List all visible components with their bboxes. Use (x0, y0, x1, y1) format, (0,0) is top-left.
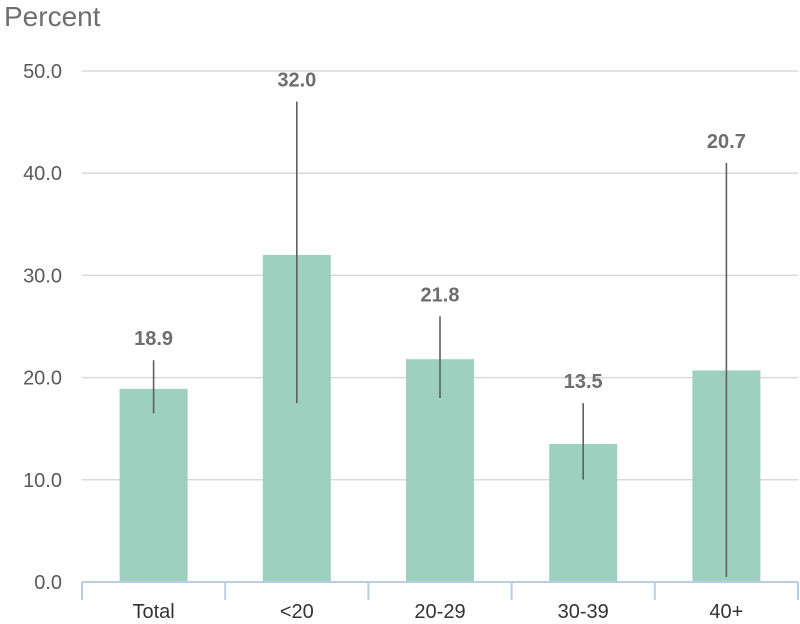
x-tick-label: 20-29 (414, 601, 465, 623)
gridlines (82, 70, 798, 481)
y-tick-label: 50.0 (23, 61, 62, 83)
y-tick-label: 0.0 (34, 572, 62, 594)
error-bars (152, 101, 728, 577)
y-tick-label: 20.0 (23, 368, 62, 390)
data-label: 18.9 (134, 328, 173, 350)
x-axis: Total <20 20-29 30-39 40+ (81, 581, 799, 623)
x-tick-label: 30-39 (558, 601, 609, 623)
x-tick-label: 40+ (709, 601, 743, 623)
x-tick-label: Total (132, 601, 174, 623)
y-tick-label: 10.0 (23, 470, 62, 492)
x-tick-label: <20 (280, 601, 314, 623)
y-tick-label: 40.0 (23, 163, 62, 185)
y-axis-title: Percent (4, 1, 101, 32)
y-tick-label: 30.0 (23, 265, 62, 287)
bar (119, 388, 188, 582)
data-label: 32.0 (277, 70, 316, 92)
bars (119, 254, 761, 582)
data-label: 13.5 (564, 371, 603, 393)
data-label: 20.7 (707, 131, 746, 153)
data-label: 21.8 (421, 284, 460, 306)
y-axis-ticks: 0.0 10.0 20.0 30.0 40.0 50.0 (23, 61, 62, 594)
data-labels: 18.9 32.0 21.8 13.5 20.7 (134, 70, 746, 393)
